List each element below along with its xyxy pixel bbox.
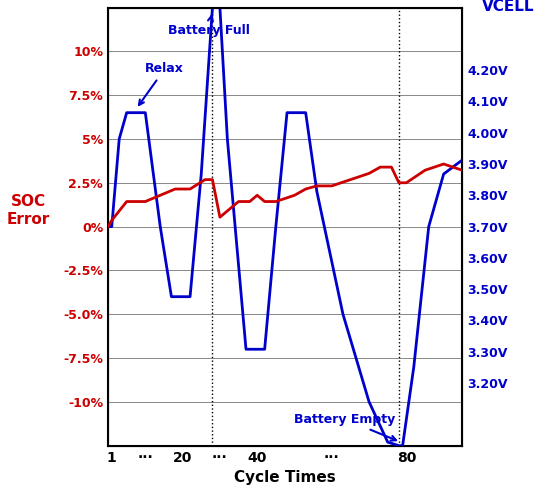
Y-axis label: SOC
Error: SOC Error [7,194,50,227]
Text: Relax: Relax [139,62,184,105]
Y-axis label: VCELL: VCELL [482,0,534,14]
X-axis label: Cycle Times: Cycle Times [234,470,336,485]
Text: Battery Full: Battery Full [168,16,250,37]
Text: Battery Empty: Battery Empty [294,413,396,441]
